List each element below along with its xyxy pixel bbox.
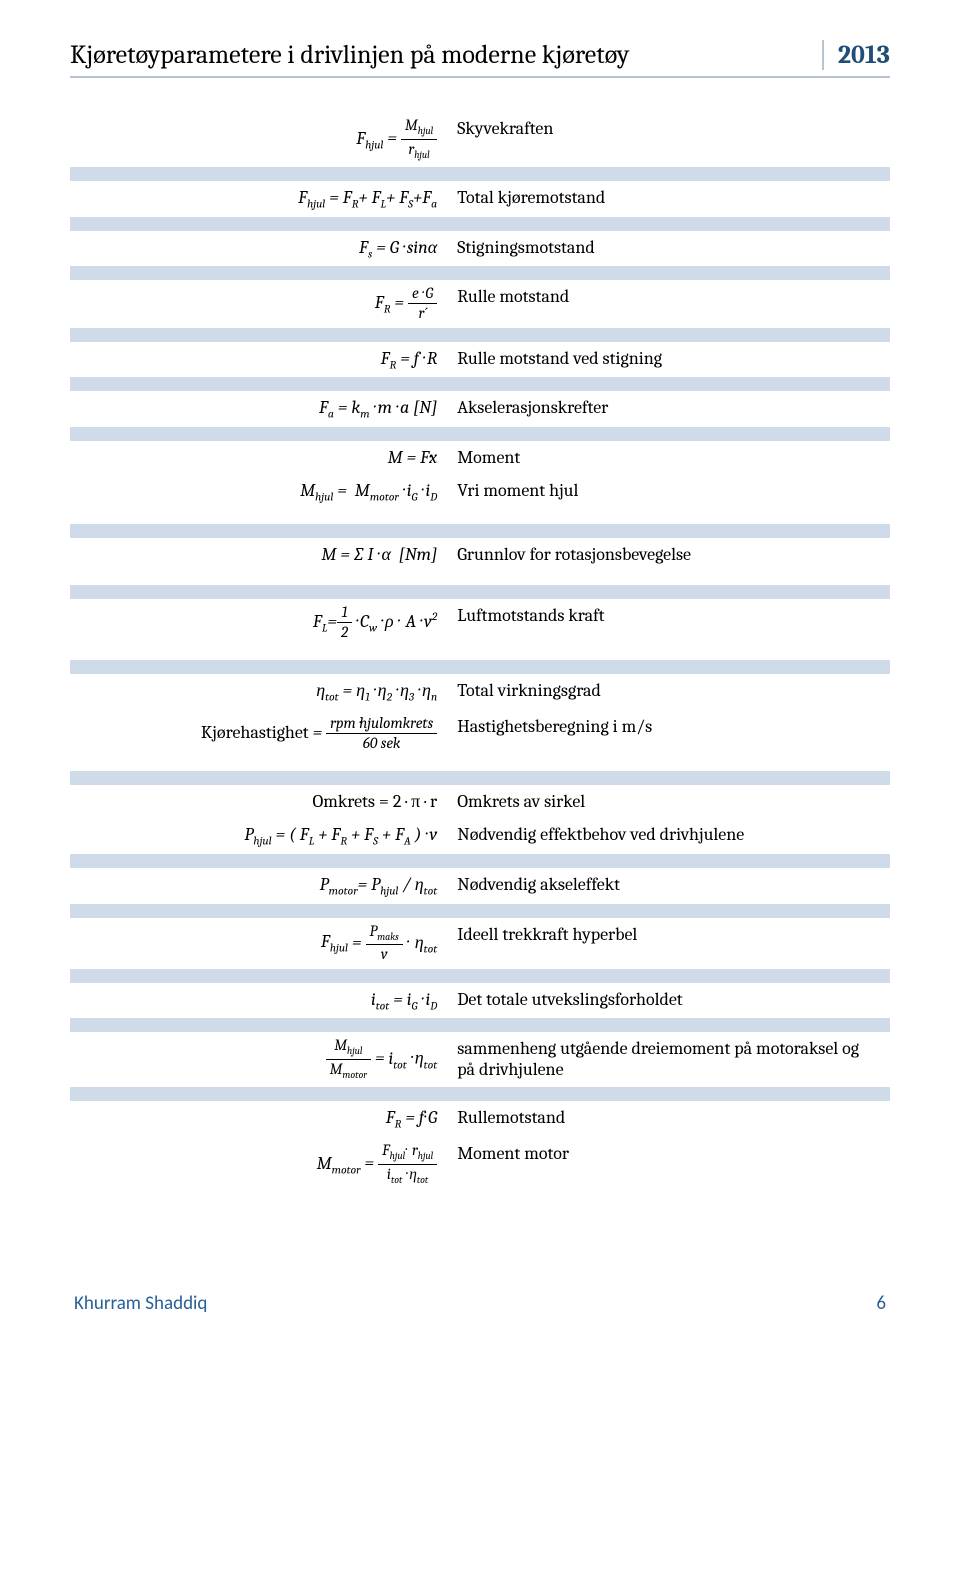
description-cell: Nødvendig effektbehov ved drivhjulene	[447, 818, 890, 854]
formula-cell: FR = e · Gr´	[70, 280, 447, 328]
formula-cell: FR = f· G	[70, 1101, 447, 1137]
formula-table: Fhjul = MhjulrhjulSkyvekraftenFhjul = FR…	[70, 112, 890, 1192]
description-cell: Rulle motstand	[447, 280, 890, 328]
footer-author: Khurram Shaddiq	[74, 1292, 207, 1315]
description-cell: Vri moment hjul	[447, 474, 890, 510]
description-cell: Stigningsmotstand	[447, 231, 890, 267]
spacer-row	[70, 167, 890, 181]
spacer-row	[70, 585, 890, 599]
spacer-row	[70, 427, 890, 441]
spacer-row	[70, 757, 890, 771]
spacer-row	[70, 969, 890, 983]
footer-page-number: 6	[876, 1292, 886, 1315]
description-cell: Nødvendig akseleffekt	[447, 868, 890, 904]
description-cell: sammenheng utgående dreiemoment på motor…	[447, 1032, 890, 1087]
formula-cell: MhjulMmotor = itot · ηtot	[70, 1032, 447, 1087]
spacer-row	[70, 571, 890, 585]
description-cell: Total virkningsgrad	[447, 674, 890, 710]
page-header: Kjøretøyparametere i drivlinjen på moder…	[70, 40, 890, 78]
page-year: 2013	[822, 40, 890, 70]
spacer-row	[70, 524, 890, 538]
spacer-row	[70, 854, 890, 868]
description-cell: Grunnlov for rotasjonsbevegelse	[447, 538, 890, 571]
spacer-row	[70, 1018, 890, 1032]
description-cell: Rullemotstand	[447, 1101, 890, 1137]
description-cell: Skyvekraften	[447, 112, 890, 167]
formula-cell: Phjul = ( FL + FR + FS + FA ) · v	[70, 818, 447, 854]
spacer-row	[70, 217, 890, 231]
description-cell: Hastighetsberegning i m/s	[447, 710, 890, 758]
formula-cell: itot = iG · iD	[70, 983, 447, 1019]
page-title: Kjøretøyparametere i drivlinjen på moder…	[70, 40, 822, 70]
formula-cell: Pmotor= Phjul / ηtot	[70, 868, 447, 904]
formula-cell: M = ∑ I · α [Nm]	[70, 538, 447, 571]
description-cell: Moment motor	[447, 1137, 890, 1192]
description-cell: Moment	[447, 441, 890, 474]
description-cell: Total kjøremotstand	[447, 181, 890, 217]
formula-cell: Fhjul = Mhjulrhjul	[70, 112, 447, 167]
spacer-row	[70, 660, 890, 674]
description-cell: Det totale utvekslingsforholdet	[447, 983, 890, 1019]
spacer-row	[70, 328, 890, 342]
formula-cell: Fhjul = Pmaksv · ηtot	[70, 918, 447, 969]
formula-cell: Kjørehastighet = rpm ·hjulomkrets60 sek	[70, 710, 447, 758]
description-cell: Rulle motstand ved stigning	[447, 342, 890, 378]
description-cell: Omkrets av sirkel	[447, 785, 890, 818]
spacer-row	[70, 510, 890, 524]
formula-cell: Mmotor = Fhjul· rhjulitot · ηtot	[70, 1137, 447, 1192]
spacer-row	[70, 771, 890, 785]
formula-cell: ηtot = η1 · η2 · η3 · ηn	[70, 674, 447, 710]
spacer-row	[70, 1087, 890, 1101]
spacer-row	[70, 646, 890, 660]
page-footer: Khurram Shaddiq 6	[70, 1292, 890, 1315]
spacer-row	[70, 377, 890, 391]
description-cell: Ideell trekkraft hyperbel	[447, 918, 890, 969]
description-cell: Luftmotstands kraft	[447, 599, 890, 647]
formula-cell: Mhjul = Mmotor · iG · iD	[70, 474, 447, 510]
formula-cell: M = F·x	[70, 441, 447, 474]
formula-cell: Omkrets = 2 · π · r	[70, 785, 447, 818]
formula-cell: Fa = km · m · a [N]	[70, 391, 447, 427]
formula-cell: FR = f · R	[70, 342, 447, 378]
formula-cell: Fhjul = FR+ FL+ FS+Fa	[70, 181, 447, 217]
description-cell: Akselerasjonskrefter	[447, 391, 890, 427]
spacer-row	[70, 904, 890, 918]
formula-cell: FL=12 · Cw · ρ · A · v2	[70, 599, 447, 647]
formula-cell: Fs = G · sinα	[70, 231, 447, 267]
spacer-row	[70, 266, 890, 280]
